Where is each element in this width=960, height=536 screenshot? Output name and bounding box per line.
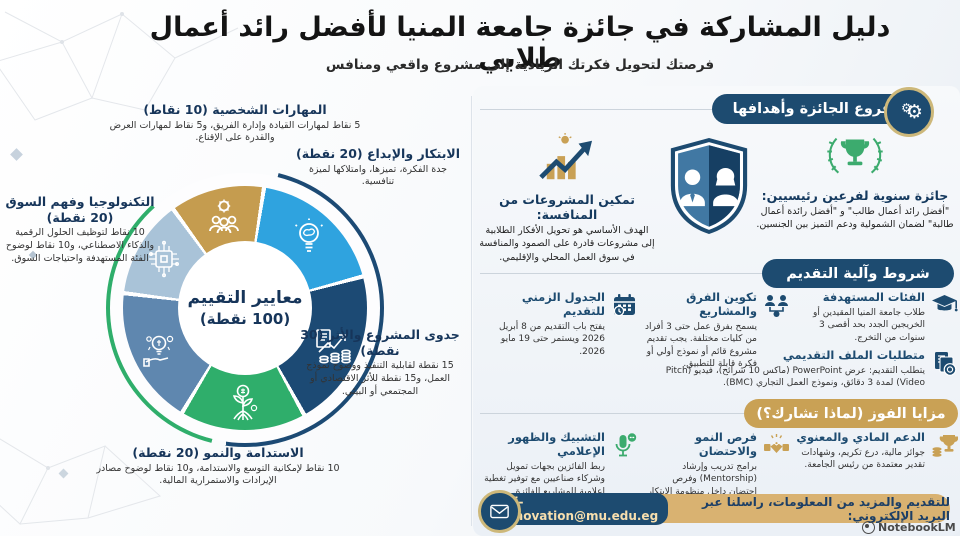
criterion-sustainability: الاستدامة والنمو (20 نقطة) 10 نقاط لإمكا… (92, 445, 344, 488)
donut-center-points: (100 نقطة) (199, 310, 291, 328)
criterion-technology: التكنولوجيا وفهم السوق (20 نقطة) 10 نقاط… (2, 194, 158, 266)
condition-title: تكوين الفرق والمشاريع (686, 290, 757, 318)
branch-item-desc: "أفضل رائد أعمال طالب" و "أفضل رائدة أعم… (756, 206, 954, 231)
condition-desc: طلاب جامعة المنيا المقيدين أو الخريجين ا… (812, 307, 925, 343)
envelope-badge (478, 490, 521, 533)
condition-item-schedule: الجدول الزمني للتقديم يفتح باب التقديم م… (478, 290, 638, 358)
graduation-cap-icon (931, 292, 958, 319)
notebooklm-logo-icon (862, 521, 875, 534)
section-header-branches: فروع الجائزة وأهدافها (712, 94, 912, 124)
contact-bar: للتقديم والمزيد من المعلومات، راسلنا عبر… (492, 492, 950, 525)
watermark-text: NotebookLM (878, 521, 956, 534)
criterion-title: الاستدامة والنمو (20 نقطة) (132, 445, 304, 460)
team-gear-icon (204, 197, 244, 237)
branch-item-title: تمكين المشروعات من المنافسة: (499, 192, 635, 222)
criterion-desc: 10 نقاط لإمكانية التوسع والاستدامة، و10 … (96, 462, 340, 487)
benefit-desc: جوائز مالية، درع تكريم، وشهادات تقدير مع… (801, 447, 925, 471)
condition-title: الجدول الزمني للتقديم (521, 290, 605, 318)
benefit-title: الدعم المادي والمعنوي (796, 430, 925, 444)
criterion-innovation: الابتكار والإبداع (20 نقطة) جدة الفكرة، … (296, 146, 460, 189)
criterion-desc: 15 نقطة لقابلية التنفيذ ووضوح نموذج العم… (306, 360, 454, 397)
criterion-desc: 5 نقاط لمهارات القيادة وإدارة الفريق، و5… (109, 119, 361, 144)
benefit-title: فرص النمو والاحتضان (694, 430, 757, 458)
vertical-divider (471, 96, 472, 526)
header-line (480, 273, 762, 274)
trophy-laurel-icon (822, 137, 888, 185)
diamond-decor (58, 468, 69, 479)
branch-item-annual-award: جائزة سنوية لفرعين رئيسيين: "أفضل رائد أ… (754, 133, 956, 232)
page-title: دليل المشاركة في جائزة جامعة المنيا لأفض… (149, 12, 891, 74)
criterion-personal-skills: المهارات الشخصية (10 نقاط) 5 نقاط لمهارا… (95, 102, 375, 145)
chart-coins-icon (312, 325, 352, 365)
watermark: NotebookLM (862, 521, 957, 534)
benefit-item-networking: التشبيك والظهور الإعلامي ربط الفائزين بج… (478, 430, 638, 498)
envelope-icon (490, 504, 509, 519)
growth-chart-icon (532, 133, 602, 189)
header-line (480, 109, 714, 110)
benefit-title: التشبيك والظهور الإعلامي (508, 430, 605, 458)
page-subtitle: فرصتك لتحويل فكرتك الريادية إلى مشروع وا… (325, 57, 715, 73)
cpu-chip-icon (144, 239, 184, 279)
condition-item-target-categories: الفئات المستهدفة طلاب جامعة المنيا المقي… (792, 290, 958, 345)
branch-item-enable-projects: تمكين المشروعات من المنافسة: الهدف الأسا… (478, 133, 656, 264)
handshake-icon (763, 432, 790, 459)
donut-center-title: معايير التقييم (187, 288, 303, 308)
criterion-title: المهارات الشخصية (10 نقاط) (143, 102, 327, 117)
criterion-title: التكنولوجيا وفهم السوق (20 نقطة) (5, 194, 155, 225)
criterion-title: الابتكار والإبداع (20 نقطة) (296, 146, 460, 161)
section-header-conditions: شروط وآلية التقديم (762, 259, 954, 288)
branch-item-title: جائزة سنوية لفرعين رئيسيين: (761, 188, 949, 203)
documents-camera-icon (931, 350, 958, 377)
condition-title: متطلبات الملف التقديمي (782, 348, 925, 362)
condition-desc: يسمح بفرق عمل حتى 3 أفراد من كليات مختلف… (644, 321, 757, 370)
hand-bulb-icon (140, 330, 180, 370)
condition-desc: يفتح باب التقديم من 8 أبريل 2026 ويستمر … (498, 321, 605, 357)
microphone-icon (611, 432, 638, 459)
contact-text: للتقديم والمزيد من المعلومات، راسلنا عبر… (701, 494, 950, 523)
money-plant-icon (223, 383, 263, 423)
shield-male-female-icon (664, 136, 754, 236)
criterion-desc: جدة الفكرة، تميزها، وامتلاكها لميزة تناف… (308, 163, 448, 188)
team-structure-icon (763, 292, 790, 319)
donut-center-label: معايير التقييم (100 نقطة) (178, 241, 312, 375)
criterion-feasibility: جدوى المشروع والأثر (30 نقطة) 15 نقطة لق… (300, 327, 460, 399)
trophy-coins-icon (931, 432, 959, 459)
header-line (480, 413, 744, 414)
criterion-title: جدوى المشروع والأثر (30 نقطة) (300, 327, 460, 358)
bulb-brain-icon (289, 218, 329, 258)
condition-title: الفئات المستهدفة (822, 290, 925, 304)
criterion-desc: 10 نقاط لتوظيف الحلول الرقمية والذكاء ال… (5, 227, 155, 264)
benefit-item-support: الدعم المادي والمعنوي جوائز مالية، درع ت… (792, 430, 959, 472)
branch-item-desc: الهدف الأساسي هو تحويل الأفكار الطلابية … (479, 225, 655, 263)
calendar-clock-icon (611, 292, 638, 319)
condition-item-file-requirements: متطلبات الملف التقديمي يتطلب التقديم: عر… (640, 348, 958, 390)
condition-item-teams: تكوين الفرق والمشاريع يسمح بفرق عمل حتى … (642, 290, 790, 371)
section-header-benefits: مزايا الفوز (لماذا تشارك؟) (744, 399, 958, 428)
gears-badge: ⚙⚙ (884, 87, 934, 137)
gear-icon: ⚙⚙ (901, 101, 923, 123)
benefit-desc: ربط الفائزين بجهات تمويل وشركاء صناعيين … (484, 461, 605, 497)
diamond-decor (10, 148, 23, 161)
condition-desc: يتطلب التقديم: عرض PowerPoint (ماكس 10 ش… (665, 365, 925, 389)
